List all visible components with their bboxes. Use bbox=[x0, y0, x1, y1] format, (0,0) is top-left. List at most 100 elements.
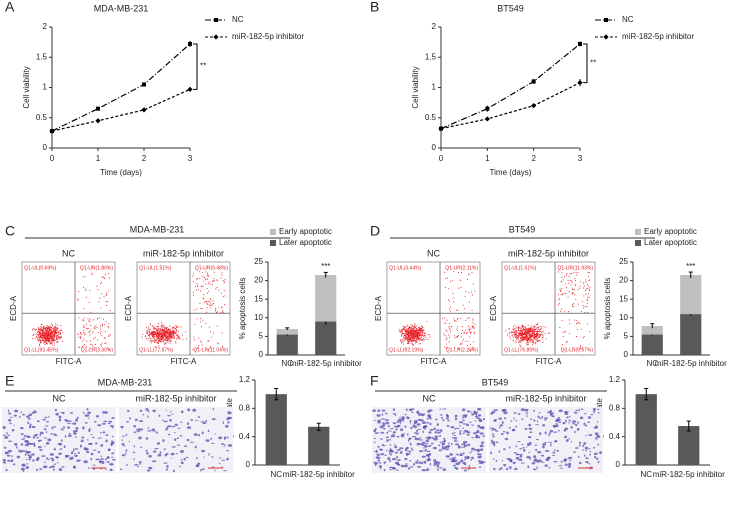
flow-dot bbox=[91, 332, 93, 334]
cell bbox=[76, 460, 79, 462]
flow-dot bbox=[410, 339, 412, 341]
flow-dot bbox=[568, 311, 570, 313]
flow-dot bbox=[449, 300, 451, 302]
cell bbox=[21, 463, 26, 467]
cell bbox=[395, 451, 398, 454]
cell bbox=[27, 417, 31, 420]
flow-dot bbox=[421, 333, 423, 335]
flow-dot bbox=[161, 333, 163, 335]
cell bbox=[515, 456, 520, 460]
cell bbox=[399, 451, 403, 454]
flow-dot bbox=[156, 329, 158, 331]
flow-dot bbox=[80, 332, 82, 334]
cell bbox=[64, 454, 68, 458]
flow-dot bbox=[47, 327, 49, 329]
flow-dot bbox=[39, 329, 41, 331]
flow-dot bbox=[170, 340, 172, 342]
cell bbox=[444, 447, 447, 450]
cell bbox=[568, 415, 571, 417]
flow-dot bbox=[575, 319, 577, 321]
cell bbox=[389, 451, 391, 455]
y-tick-label: 25 bbox=[619, 257, 628, 266]
cell bbox=[77, 451, 80, 454]
flow-dot bbox=[42, 328, 45, 330]
flow-dot bbox=[215, 307, 217, 309]
cell bbox=[390, 453, 393, 456]
cell bbox=[405, 452, 409, 456]
flow-dot bbox=[465, 340, 467, 342]
flow-dot bbox=[45, 343, 47, 345]
flow-dot bbox=[461, 340, 464, 342]
flow-dot bbox=[452, 301, 455, 303]
flow-dot bbox=[146, 337, 148, 339]
cell bbox=[97, 424, 102, 427]
group-label: NC bbox=[53, 393, 66, 403]
cell bbox=[90, 452, 94, 456]
cell bbox=[7, 449, 13, 453]
flow-dot bbox=[157, 336, 160, 338]
cell bbox=[36, 420, 40, 422]
cell bbox=[544, 417, 549, 420]
cell bbox=[223, 445, 225, 448]
flow-dot bbox=[89, 321, 91, 323]
cell bbox=[411, 449, 414, 451]
cell bbox=[536, 466, 538, 470]
flow-dot bbox=[589, 287, 591, 289]
cell bbox=[462, 423, 467, 425]
cell bbox=[226, 417, 229, 421]
cell bbox=[524, 408, 529, 412]
flow-dot bbox=[55, 329, 57, 331]
cell bbox=[434, 431, 437, 434]
flow-dot bbox=[196, 308, 198, 310]
flow-dot bbox=[448, 334, 450, 336]
cell bbox=[454, 466, 457, 470]
cell bbox=[544, 441, 547, 444]
cell bbox=[374, 432, 377, 434]
flow-dot bbox=[537, 331, 539, 333]
cell bbox=[200, 468, 202, 472]
flow-dot bbox=[575, 285, 577, 287]
flow-dot bbox=[569, 323, 571, 325]
cell bbox=[569, 462, 572, 466]
flow-dot bbox=[52, 325, 54, 327]
flow-dot bbox=[209, 283, 211, 285]
cell bbox=[139, 409, 143, 412]
flow-dot bbox=[216, 325, 218, 327]
flow-dot bbox=[207, 301, 209, 303]
flow-dot bbox=[472, 341, 475, 343]
cell bbox=[159, 451, 162, 454]
cell bbox=[100, 455, 102, 458]
flow-dot bbox=[202, 286, 204, 288]
flow-dot bbox=[539, 330, 541, 332]
flow-dot bbox=[416, 329, 418, 331]
cell bbox=[458, 430, 463, 432]
flow-dot bbox=[406, 325, 408, 327]
cell bbox=[55, 412, 59, 416]
cell bbox=[148, 466, 153, 470]
flow-dot bbox=[562, 279, 564, 281]
cell bbox=[62, 412, 65, 415]
cell bbox=[560, 460, 563, 463]
cell bbox=[542, 442, 547, 446]
legend-label: NC bbox=[622, 15, 634, 24]
flow-dot bbox=[151, 340, 153, 342]
cell bbox=[594, 425, 598, 428]
y-tick-label: 0 bbox=[616, 460, 621, 469]
cell bbox=[462, 441, 468, 444]
cell bbox=[100, 458, 104, 460]
flow-dot bbox=[561, 280, 563, 282]
flow-dot bbox=[214, 309, 216, 311]
cell bbox=[512, 428, 515, 432]
flow-dot bbox=[586, 288, 588, 290]
cell bbox=[454, 414, 458, 418]
cell bbox=[379, 448, 382, 451]
flow-dot bbox=[159, 334, 161, 336]
flow-dot bbox=[162, 326, 164, 328]
cell bbox=[471, 448, 474, 451]
flow-dot bbox=[422, 331, 424, 333]
cell bbox=[584, 446, 589, 450]
flow-dot bbox=[222, 310, 224, 312]
flow-dot bbox=[170, 332, 173, 334]
flow-dot bbox=[85, 296, 87, 298]
flow-dot bbox=[521, 339, 523, 341]
